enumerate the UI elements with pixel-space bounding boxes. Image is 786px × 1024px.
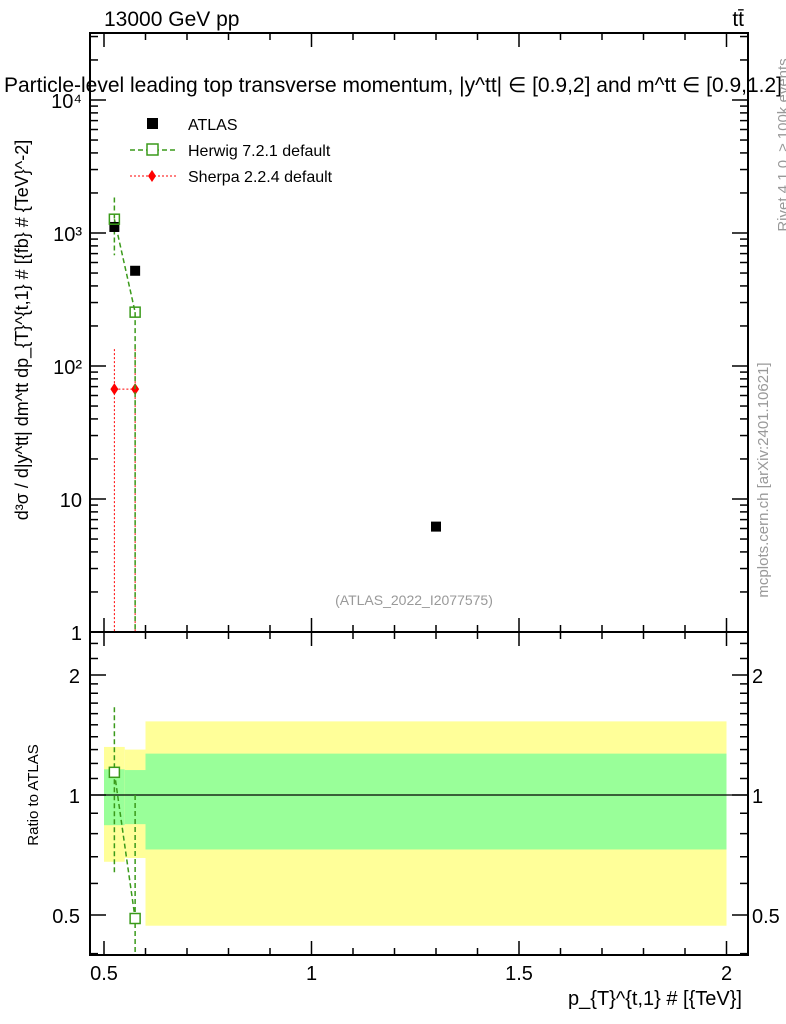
y-tick-label: 10⁴ (51, 91, 82, 113)
legend-label: Sherpa 2.2.4 default (188, 169, 333, 186)
y-tick-label: 10 (60, 490, 82, 512)
sherpa-marker (110, 383, 119, 396)
ratio-frame (89, 631, 749, 956)
atlas-marker (431, 521, 441, 532)
legend-label: Herwig 7.2.1 default (188, 143, 331, 160)
y-axis-label: d³σ / d|y^tt| dm^tt dp_{T}^{t,1} # [{fb}… (12, 140, 33, 520)
x-tick-label: 0.5 (90, 963, 118, 985)
header-right: tt̄ (732, 8, 744, 31)
ratio-y-tick-label-right: 0.5 (752, 906, 780, 928)
ratio-y-tick-label: 2 (69, 666, 80, 688)
ratio-herwig-line (113, 772, 136, 919)
ratio-y-tick-label: 1 (69, 786, 80, 808)
y-tick-label: 1 (71, 623, 82, 645)
side-label-rivet: Rivet 4.1.0, ≥ 100k events (775, 58, 786, 231)
ratio-y-tick-label-right: 1 (752, 786, 763, 808)
x-tick-label: 1.5 (505, 963, 533, 985)
side-label-mcplots: mcplots.cern.ch [arXiv:2401.10621] (755, 362, 772, 597)
herwig-marker (129, 306, 141, 318)
header-left: 13000 GeV pp (104, 8, 239, 31)
ratio-band-green (145, 753, 727, 850)
ratio-y-tick-label: 0.5 (52, 906, 80, 928)
ratio-y-tick-label-right: 2 (752, 666, 763, 688)
watermark: (ATLAS_2022_I2077575) (335, 592, 493, 608)
ratio-y-axis-label: Ratio to ATLAS (25, 744, 42, 845)
legend-atlas-marker (147, 118, 158, 129)
atlas-marker (109, 221, 120, 232)
ratio-herwig-marker (108, 766, 121, 779)
legend-sherpa-marker (148, 170, 156, 182)
y-tick-label: 10² (53, 357, 82, 379)
herwig-marker (108, 213, 121, 225)
ratio-herwig-marker (129, 912, 141, 925)
x-tick-label: 2 (721, 963, 732, 985)
legend-label: ATLAS (188, 117, 238, 134)
x-tick-label: 1 (306, 963, 317, 985)
legend-herwig-marker (146, 143, 159, 156)
y-tick-label: 10³ (53, 224, 82, 246)
herwig-line (113, 219, 136, 313)
atlas-marker (130, 265, 141, 276)
plot-title: Particle-level leading top transverse mo… (4, 74, 782, 97)
x-axis-label: p_{T}^{t,1} # [{TeV}] (568, 988, 742, 1010)
